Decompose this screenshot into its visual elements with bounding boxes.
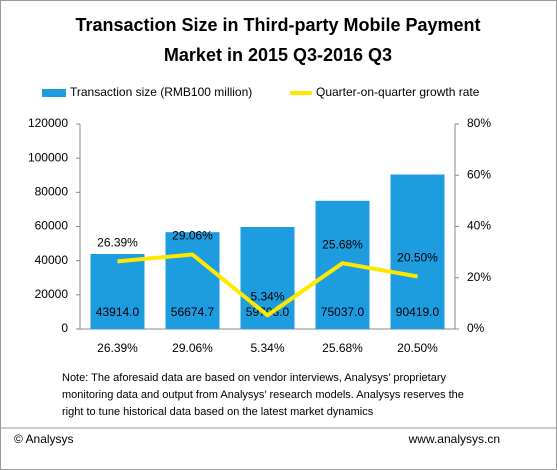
y2-tick-label: 60% bbox=[467, 167, 491, 181]
line-value-label: 5.34% bbox=[250, 289, 284, 303]
chart-title: Transaction Size in Third-party Mobile P… bbox=[75, 15, 480, 35]
y2-tick-label: 0% bbox=[467, 321, 485, 335]
bar bbox=[90, 253, 145, 329]
chart-title: Market in 2015 Q3-2016 Q3 bbox=[164, 45, 392, 65]
x-tick-label: 5.34% bbox=[250, 341, 284, 355]
line-value-label: 25.68% bbox=[322, 237, 363, 251]
y-tick-label: 0 bbox=[61, 321, 68, 335]
note: right to tune historical data based on t… bbox=[62, 406, 374, 418]
bar bbox=[240, 227, 295, 329]
y2-tick-label: 40% bbox=[467, 219, 491, 233]
line-value-label: 20.50% bbox=[397, 251, 438, 265]
source: © Analysys bbox=[14, 432, 74, 446]
legend-label: Quarter-on-quarter growth rate bbox=[316, 85, 480, 99]
bar-value-label: 75037.0 bbox=[321, 305, 365, 319]
y-tick-label: 120000 bbox=[28, 116, 68, 130]
line bbox=[117, 252, 418, 318]
x-tick-label: 26.39% bbox=[97, 341, 138, 355]
line-value-label: 26.39% bbox=[97, 236, 138, 250]
bar bbox=[390, 174, 445, 329]
bar-value-label: 56674.7 bbox=[171, 305, 215, 319]
x-tick-label: 29.06% bbox=[172, 341, 213, 355]
legend-label: Transaction size (RMB100 million) bbox=[70, 85, 252, 99]
y2-tick-label: 80% bbox=[467, 116, 491, 130]
y-tick-label: 100000 bbox=[28, 150, 68, 164]
bar-value-label: 90419.0 bbox=[396, 305, 440, 319]
bar-value-label: 43914.0 bbox=[96, 305, 140, 319]
website: www.analysys.cn bbox=[408, 432, 500, 446]
x-tick-label: 25.68% bbox=[322, 341, 363, 355]
y-tick-label: 20000 bbox=[35, 287, 69, 301]
y-tick-label: 80000 bbox=[35, 185, 69, 199]
y2-tick-label: 20% bbox=[467, 270, 491, 284]
x-tick-label: 20.50% bbox=[397, 341, 438, 355]
y-tick-label: 60000 bbox=[35, 219, 69, 233]
note: monitoring data and output from Analysys… bbox=[62, 389, 464, 401]
note: Note: The aforesaid data are based on ve… bbox=[62, 372, 446, 384]
y-tick-label: 40000 bbox=[35, 253, 69, 267]
bar bbox=[165, 232, 220, 329]
line-value-label: 29.06% bbox=[172, 229, 213, 243]
legend-swatch bbox=[42, 89, 66, 97]
